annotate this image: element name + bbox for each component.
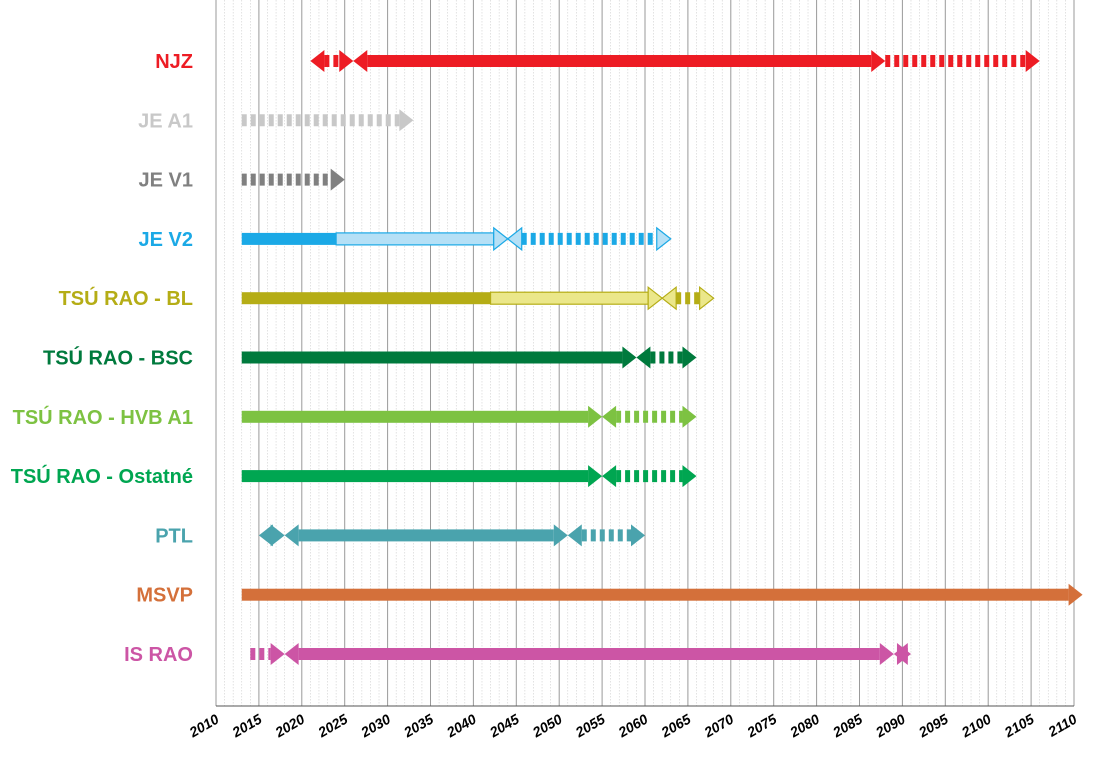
x-axis-tick-labels: 2010 2015 2020 2025 2030 2035 2040 2045 2050 2055…	[186, 711, 1080, 741]
arrowhead	[636, 346, 651, 369]
x-tick-label: 2040	[443, 711, 479, 741]
row-label: JE A1	[138, 110, 193, 132]
arrowhead	[284, 524, 299, 547]
timeline-bar-solid	[241, 470, 589, 483]
arrowhead	[1068, 583, 1083, 606]
timeline-bar-solid	[241, 292, 491, 305]
row-label: IS RAO	[124, 644, 193, 666]
arrowhead	[871, 50, 886, 72]
arrowhead	[258, 524, 273, 547]
x-tick-label: 2095	[915, 711, 951, 741]
timeline-bar-solid	[241, 351, 623, 364]
row-labels: NJZ JE A1 JE V1 JE V2 TSÚ RAO - BL TSÚ RAO - …	[11, 51, 193, 666]
row-label: NJZ	[155, 51, 193, 73]
arrowhead	[588, 465, 603, 488]
timeline-bar-solid	[241, 232, 337, 245]
arrowhead	[699, 285, 715, 311]
x-tick-label: 2105	[1001, 711, 1037, 741]
arrowhead	[588, 405, 603, 428]
x-tick-label: 2010	[186, 711, 222, 741]
timeline-bar-hollow	[335, 232, 495, 246]
row-label: PTL	[155, 525, 193, 547]
arrowhead	[879, 643, 894, 665]
x-tick-label: 2025	[314, 711, 350, 741]
row-label: TSÚ RAO - BSC	[43, 346, 193, 370]
arrowhead	[622, 346, 637, 369]
arrowhead	[339, 50, 354, 72]
arrowhead	[330, 168, 345, 191]
timeline-bars	[241, 50, 1083, 665]
x-tick-label: 2020	[271, 711, 307, 741]
x-tick-label: 2085	[829, 711, 865, 741]
x-tick-label: 2075	[743, 711, 779, 741]
arrowhead	[284, 643, 299, 665]
arrowhead	[682, 465, 697, 488]
arrowhead	[661, 285, 677, 311]
arrowhead-hollow	[647, 285, 664, 311]
arrowhead	[567, 524, 582, 547]
arrowhead	[270, 643, 285, 665]
row-label: TSÚ RAO - HVB A1	[13, 405, 193, 429]
timeline-bar-solid	[367, 55, 872, 67]
row-label: TSÚ RAO - Ostatné	[11, 464, 193, 488]
arrowhead	[1025, 50, 1040, 72]
row-label: JE V2	[139, 229, 193, 251]
x-tick-label: 2100	[958, 711, 994, 741]
arrowhead	[682, 346, 697, 369]
arrowhead	[682, 405, 697, 428]
arrowhead-hollow	[493, 226, 509, 252]
arrowhead	[506, 226, 523, 252]
arrowhead	[310, 50, 325, 72]
x-tick-label: 2080	[786, 711, 822, 741]
x-tick-label: 2055	[572, 711, 608, 741]
x-tick-label: 2090	[872, 711, 908, 741]
x-tick-label: 2030	[357, 711, 393, 741]
timeline-bar-solid	[298, 648, 880, 660]
row-label: JE V1	[139, 170, 193, 192]
x-tick-label: 2015	[229, 711, 265, 741]
arrowhead	[399, 109, 414, 132]
row-label: TSÚ RAO - BL	[59, 286, 193, 310]
x-tick-label: 2060	[615, 711, 651, 741]
arrowhead	[656, 226, 672, 252]
row-label: MSVP	[136, 585, 193, 607]
arrowhead	[631, 524, 645, 547]
x-tick-label: 2050	[529, 711, 565, 741]
arrowhead	[602, 465, 617, 488]
timeline-bar-solid	[298, 529, 554, 542]
arrowhead	[896, 643, 911, 665]
timeline-bar-solid	[241, 588, 1069, 601]
x-tick-label: 2065	[658, 711, 694, 741]
x-tick-label: 2035	[400, 711, 436, 741]
arrowhead	[270, 524, 285, 547]
x-tick-label: 2070	[700, 711, 736, 741]
arrowhead	[553, 524, 568, 547]
x-tick-label: 2110	[1045, 711, 1080, 741]
arrowhead	[353, 50, 368, 72]
x-tick-label: 2045	[486, 711, 522, 741]
arrowhead	[602, 405, 617, 428]
timeline-bar-hollow	[489, 291, 649, 305]
timeline-bar-solid	[241, 410, 589, 423]
